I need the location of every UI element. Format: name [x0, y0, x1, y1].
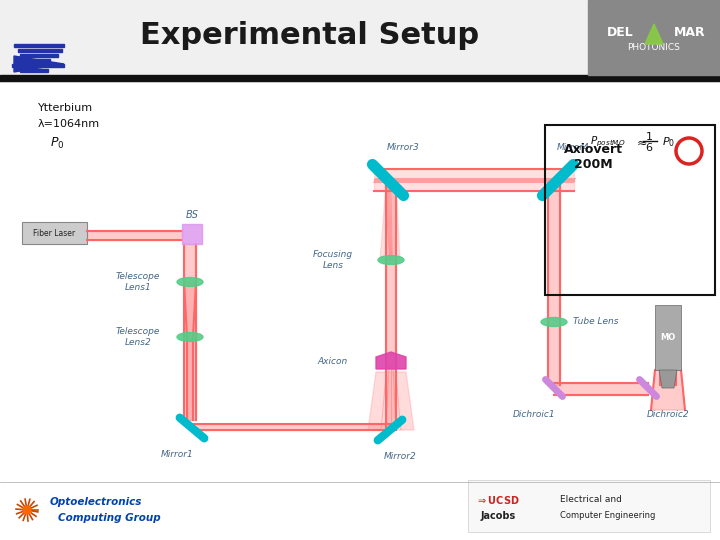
Bar: [588, 0, 720, 75]
Text: Mirror1: Mirror1: [161, 450, 194, 459]
Bar: [18, 49, 62, 52]
Polygon shape: [87, 231, 182, 240]
Bar: [18, 58, 50, 62]
Text: $\approx$: $\approx$: [634, 136, 647, 148]
Text: MO: MO: [660, 334, 675, 342]
Text: Mirror4: Mirror4: [557, 143, 590, 152]
Text: $\Rightarrow$UCSD: $\Rightarrow$UCSD: [476, 494, 520, 506]
Text: $P_0$: $P_0$: [50, 136, 65, 151]
Bar: [22, 222, 87, 244]
Text: Mirror2: Mirror2: [384, 452, 416, 461]
Ellipse shape: [541, 318, 567, 327]
Text: Computer Engineering: Computer Engineering: [560, 511, 655, 521]
Polygon shape: [660, 370, 676, 385]
Text: $P_{postMO}$: $P_{postMO}$: [590, 135, 626, 149]
Bar: [20, 53, 58, 57]
Polygon shape: [645, 24, 663, 44]
Text: $1$: $1$: [645, 130, 653, 142]
Text: λ=1064nm: λ=1064nm: [38, 119, 100, 129]
Text: Electrical and: Electrical and: [560, 496, 622, 504]
Polygon shape: [376, 352, 406, 369]
Text: Focusing
Lens: Focusing Lens: [313, 251, 353, 269]
Text: Tube Lens: Tube Lens: [573, 318, 618, 327]
Polygon shape: [187, 337, 193, 420]
Text: Experimental Setup: Experimental Setup: [140, 21, 480, 50]
Polygon shape: [184, 244, 196, 420]
Bar: [0, 75, 720, 80]
Polygon shape: [368, 372, 414, 430]
Polygon shape: [14, 56, 64, 72]
Polygon shape: [374, 169, 574, 191]
Text: Axicon: Axicon: [318, 357, 348, 367]
Polygon shape: [386, 185, 396, 430]
Polygon shape: [184, 282, 196, 337]
Text: Optoelectronics: Optoelectronics: [50, 497, 143, 507]
Polygon shape: [651, 370, 685, 410]
Bar: [182, 224, 202, 244]
Text: Dichroic2: Dichroic2: [647, 410, 689, 419]
Polygon shape: [548, 185, 560, 385]
Ellipse shape: [177, 278, 203, 287]
Text: DEL: DEL: [607, 25, 634, 38]
Text: Telescope
Lens2: Telescope Lens2: [116, 327, 160, 347]
Text: $P_0$: $P_0$: [662, 135, 675, 149]
Polygon shape: [380, 185, 400, 260]
Text: PHOTONICS: PHOTONICS: [628, 44, 680, 52]
Circle shape: [23, 506, 31, 514]
Polygon shape: [659, 370, 677, 388]
Bar: [12, 64, 64, 67]
Bar: [468, 480, 710, 532]
Bar: [545, 125, 715, 295]
Text: BS: BS: [186, 210, 199, 220]
Polygon shape: [554, 383, 648, 395]
Text: Axiovert
200M: Axiovert 200M: [564, 143, 623, 171]
Text: Telescope
Lens1: Telescope Lens1: [116, 272, 160, 292]
Polygon shape: [192, 424, 392, 430]
Bar: [14, 44, 64, 47]
Text: Ytterbium: Ytterbium: [38, 103, 93, 113]
Ellipse shape: [378, 255, 404, 265]
Ellipse shape: [177, 333, 203, 341]
Bar: [655, 305, 681, 370]
Bar: [0, 0, 720, 75]
Text: $6$: $6$: [645, 141, 653, 153]
Text: MAR: MAR: [674, 25, 706, 38]
Text: Computing Group: Computing Group: [58, 513, 161, 523]
Bar: [20, 69, 48, 72]
Text: Jacobs: Jacobs: [480, 511, 516, 521]
Text: Fiber Laser: Fiber Laser: [33, 228, 75, 238]
Text: Mirror3: Mirror3: [387, 143, 419, 152]
Text: Dichroic1: Dichroic1: [513, 410, 555, 419]
